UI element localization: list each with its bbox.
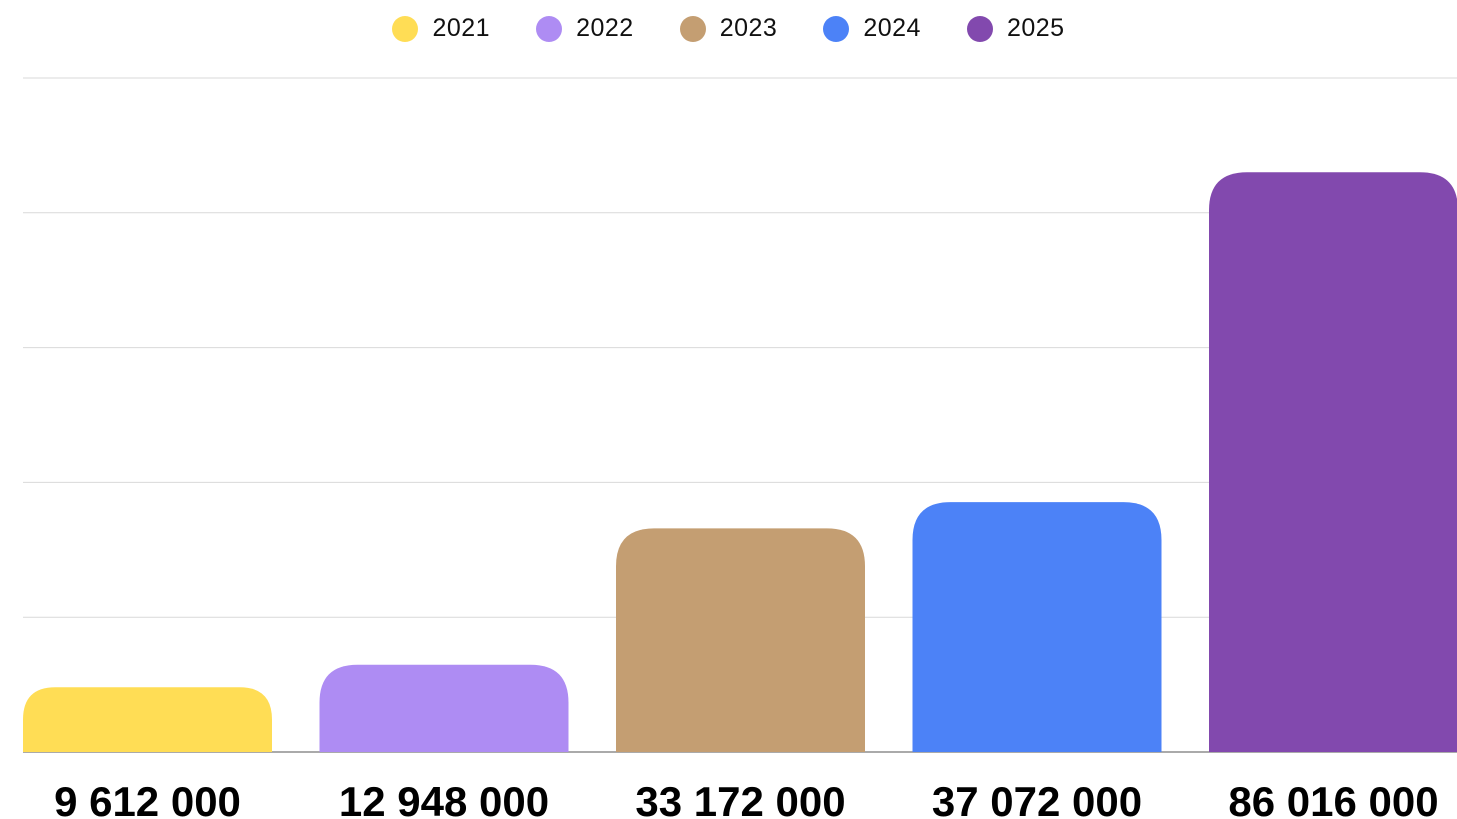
value-label-2022: 12 948 000	[339, 778, 549, 819]
legend-swatch	[536, 15, 563, 42]
legend-swatch	[679, 15, 706, 42]
legend-label: 2024	[863, 14, 921, 42]
bar-2021	[23, 687, 272, 752]
legend-swatch	[392, 15, 419, 42]
value-label-2024: 37 072 000	[932, 778, 1142, 819]
legend-item-2023: 2023	[679, 14, 778, 43]
legend-label: 2022	[576, 14, 634, 42]
legend-swatch	[823, 15, 850, 42]
legend-swatch	[966, 15, 993, 42]
legend: 2021 2022 2023 2024 2025	[0, 14, 1457, 43]
legend-label: 2021	[432, 14, 491, 42]
bar-2024	[912, 502, 1162, 752]
bar-2025	[1209, 172, 1457, 752]
value-label-2021: 9 612 000	[54, 778, 241, 819]
bar-2023	[616, 528, 865, 752]
legend-label: 2025	[1006, 14, 1065, 42]
legend-item-2025: 2025	[966, 14, 1065, 43]
legend-label: 2023	[719, 14, 778, 42]
legend-item-2024: 2024	[823, 14, 921, 43]
legend-item-2022: 2022	[536, 14, 634, 43]
legend-item-2021: 2021	[392, 14, 490, 43]
bar-2022	[319, 664, 569, 752]
value-label-2023: 33 172 000	[635, 778, 845, 819]
value-label-2025: 86 016 000	[1228, 778, 1438, 819]
